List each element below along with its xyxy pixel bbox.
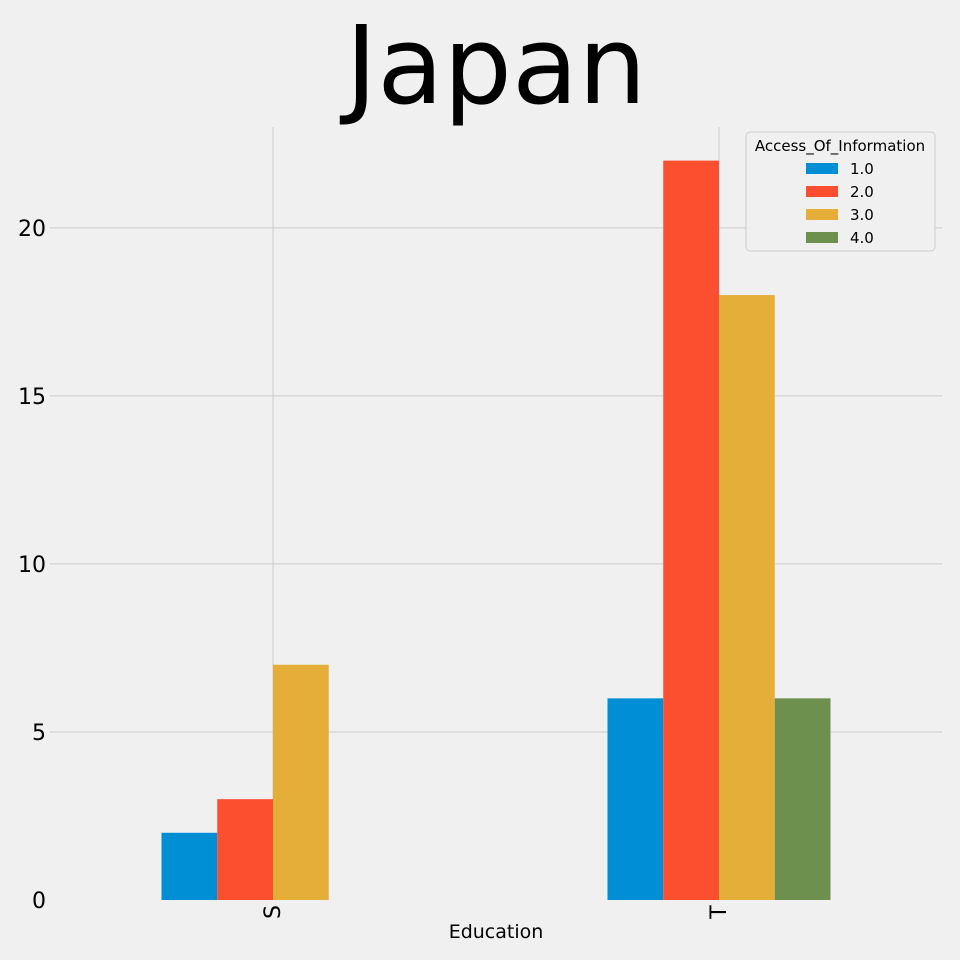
legend-title: Access_Of_Information (755, 137, 925, 156)
y-axis-ticks: 0 5 10 15 20 (18, 217, 46, 914)
bar-3.0-S (273, 664, 329, 900)
legend-frame (745, 131, 936, 252)
bar-2.0-T (663, 160, 719, 900)
legend-items: 1.0 2.0 3.0 4.0 (806, 160, 874, 247)
bars (161, 160, 831, 901)
legend-swatch (806, 209, 838, 220)
bar-1.0-T (607, 698, 664, 900)
bar-4.0-T (774, 698, 831, 900)
y-tick-label: 10 (18, 553, 46, 578)
bar-2.0-S (217, 799, 273, 900)
legend-entry-label: 3.0 (850, 206, 874, 224)
x-axis-label: Education (449, 921, 544, 943)
bar-3.0-T (719, 295, 775, 901)
y-tick-label: 15 (18, 385, 46, 410)
legend-swatch (806, 232, 838, 243)
y-tick-label: 0 (32, 889, 46, 914)
legend-swatch (806, 186, 838, 197)
legend-swatch (806, 163, 838, 174)
y-tick-label: 5 (32, 721, 46, 746)
x-tick-label: T (707, 905, 732, 920)
chart-title: Japan (339, 4, 646, 129)
legend-entry-label: 2.0 (850, 183, 874, 201)
legend-entry-label: 1.0 (850, 160, 874, 178)
x-tick-label: S (261, 905, 286, 919)
y-tick-label: 20 (18, 217, 46, 242)
legend: Access_Of_Information 1.0 2.0 3.0 4.0 (745, 131, 936, 252)
legend-entry-label: 4.0 (850, 229, 874, 247)
bar-1.0-S (161, 832, 218, 900)
